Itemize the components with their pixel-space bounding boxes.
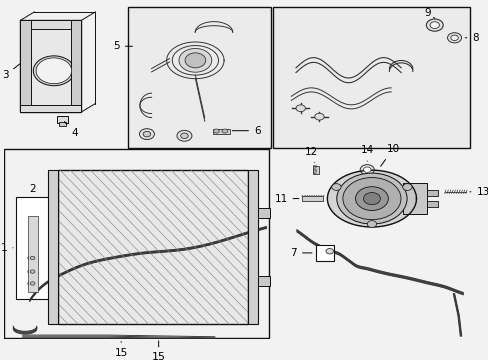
- Text: 10: 10: [380, 144, 399, 166]
- Bar: [57, 116, 68, 123]
- Bar: [58, 170, 247, 324]
- Bar: [128, 7, 271, 148]
- Circle shape: [30, 270, 35, 273]
- Bar: [4, 149, 268, 338]
- Circle shape: [28, 268, 37, 275]
- Bar: [20, 104, 81, 112]
- Circle shape: [447, 33, 461, 43]
- Bar: [258, 276, 269, 286]
- Circle shape: [213, 129, 219, 133]
- Text: 3: 3: [2, 63, 20, 80]
- Circle shape: [143, 131, 150, 137]
- Circle shape: [179, 49, 211, 72]
- Circle shape: [177, 130, 192, 141]
- Bar: [258, 208, 269, 218]
- Circle shape: [363, 167, 370, 172]
- Circle shape: [139, 129, 154, 140]
- Circle shape: [366, 221, 376, 228]
- Circle shape: [342, 177, 400, 220]
- Text: 15: 15: [151, 341, 165, 360]
- Bar: [426, 201, 437, 207]
- Text: 8: 8: [464, 33, 478, 43]
- Circle shape: [331, 184, 341, 190]
- Circle shape: [295, 105, 305, 112]
- Circle shape: [402, 184, 411, 190]
- Bar: [47, 170, 58, 324]
- Circle shape: [184, 53, 205, 68]
- Bar: [402, 183, 426, 214]
- Text: 7: 7: [290, 248, 311, 258]
- Circle shape: [426, 19, 442, 31]
- Circle shape: [429, 22, 439, 28]
- Circle shape: [222, 129, 227, 133]
- Text: 14: 14: [360, 145, 373, 161]
- Circle shape: [360, 165, 373, 175]
- Text: 15: 15: [114, 342, 127, 358]
- Text: 9: 9: [423, 8, 434, 18]
- Circle shape: [450, 35, 457, 40]
- Bar: [27, 216, 38, 292]
- Bar: [58, 170, 247, 324]
- Bar: [426, 190, 437, 196]
- Bar: [272, 7, 469, 148]
- Circle shape: [33, 56, 74, 86]
- Circle shape: [36, 58, 72, 84]
- Bar: [20, 21, 81, 112]
- Bar: [247, 170, 258, 324]
- Circle shape: [28, 280, 37, 287]
- Text: 12: 12: [304, 147, 317, 162]
- Circle shape: [355, 187, 387, 211]
- Bar: [313, 166, 318, 174]
- Text: 5: 5: [113, 41, 132, 51]
- Text: 13: 13: [469, 187, 488, 197]
- Bar: [20, 21, 31, 112]
- Circle shape: [363, 193, 380, 205]
- Text: 6: 6: [232, 126, 260, 136]
- Bar: [16, 197, 49, 299]
- Polygon shape: [327, 170, 416, 227]
- Text: 11: 11: [274, 194, 298, 204]
- Bar: [71, 21, 81, 112]
- Circle shape: [325, 248, 333, 254]
- Bar: [212, 129, 229, 134]
- Circle shape: [181, 133, 188, 139]
- Circle shape: [28, 255, 37, 261]
- Bar: [315, 245, 334, 261]
- Bar: [59, 122, 66, 126]
- Circle shape: [30, 282, 35, 285]
- Bar: [20, 21, 81, 29]
- Circle shape: [336, 173, 407, 224]
- Circle shape: [314, 113, 324, 120]
- Text: 1: 1: [0, 243, 13, 253]
- Bar: [301, 196, 322, 201]
- Circle shape: [30, 256, 35, 260]
- Text: 4: 4: [64, 122, 78, 138]
- Text: 2: 2: [29, 184, 36, 194]
